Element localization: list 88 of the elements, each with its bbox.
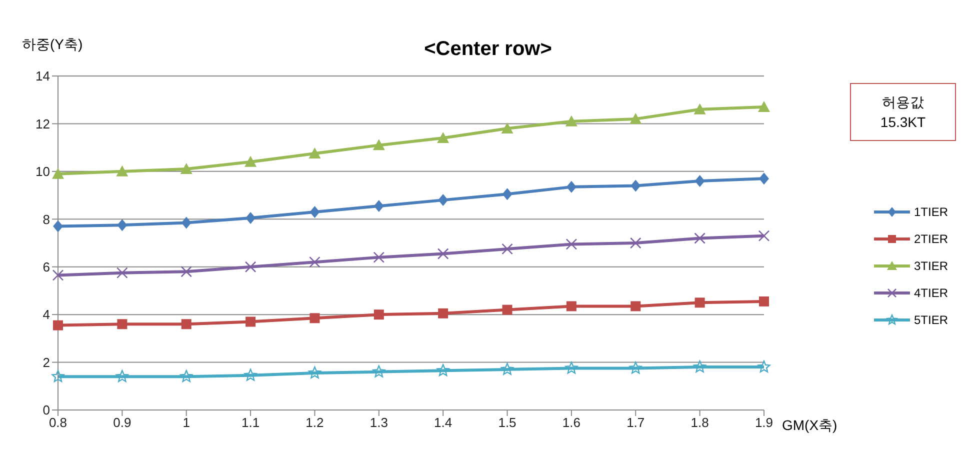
legend-label: 3TIER (914, 258, 948, 272)
point (502, 188, 512, 200)
point (181, 319, 192, 330)
point (436, 364, 450, 376)
y-tick-label: 8 (42, 212, 50, 227)
point (566, 238, 578, 250)
point (565, 362, 578, 374)
point (246, 212, 256, 224)
chart-title: <Center row> (424, 38, 552, 60)
point (180, 370, 193, 382)
x-tick-label: 1.2 (306, 415, 324, 430)
point (630, 180, 641, 192)
y-tick-label: 6 (42, 259, 50, 274)
point (52, 370, 64, 382)
point (181, 216, 192, 229)
point (694, 360, 706, 373)
x-tick-label: 1.4 (434, 415, 452, 430)
point (758, 230, 770, 242)
point (629, 362, 642, 374)
point (758, 296, 769, 306)
point (310, 206, 320, 218)
y-tick-label: 0 (42, 402, 50, 418)
point (694, 298, 705, 308)
point (244, 156, 257, 167)
x-tick-label: 1.8 (690, 415, 709, 430)
point (694, 103, 706, 114)
y-tick-label: 10 (36, 164, 50, 180)
point (438, 308, 448, 318)
point (180, 163, 192, 174)
y-tick-label: 2 (42, 354, 50, 370)
x-tick-label: 0.8 (48, 415, 68, 430)
point (566, 301, 576, 312)
point (116, 267, 128, 278)
point (53, 320, 63, 330)
point (116, 370, 128, 382)
point (53, 220, 63, 232)
legend-label: 4TIER (914, 286, 948, 300)
point (117, 319, 128, 330)
point (694, 174, 705, 187)
x-tick-label: 1.9 (754, 415, 774, 430)
point (502, 243, 513, 255)
x-tick-label: 1 (182, 415, 190, 430)
point (694, 232, 706, 244)
point (372, 139, 385, 150)
point (246, 316, 256, 327)
point (372, 365, 386, 378)
y-axis-title: 하중(Y축) (22, 36, 83, 54)
point (52, 270, 64, 281)
point (501, 122, 514, 134)
point (437, 132, 450, 144)
x-tick-label: 1.3 (370, 415, 388, 430)
point (758, 101, 770, 112)
point (309, 256, 320, 268)
point (244, 368, 257, 381)
text: 허용값 15.3KT (850, 83, 956, 141)
x-axis-title: GM(X축) (782, 417, 838, 435)
point (438, 194, 448, 206)
point (630, 301, 641, 312)
point (180, 266, 192, 278)
point (310, 313, 320, 324)
point (437, 248, 449, 260)
point (373, 252, 385, 263)
point (630, 237, 642, 249)
point (308, 366, 322, 378)
point (374, 310, 384, 320)
x-tick-label: 0.9 (113, 415, 132, 430)
point (565, 115, 578, 126)
point (374, 200, 384, 212)
point (244, 261, 256, 273)
x-tick-label: 1.1 (242, 415, 260, 430)
x-tick-label: 1.6 (562, 415, 580, 430)
point (500, 362, 514, 375)
legend-label: 2TIER (914, 232, 948, 246)
point (758, 360, 770, 373)
y-tick-label: 4 (42, 307, 50, 322)
point (308, 148, 321, 159)
x-tick-label: 1.7 (626, 415, 645, 430)
point (116, 165, 128, 176)
point (566, 180, 576, 193)
x-tick-label: 1.5 (498, 415, 516, 430)
point (630, 112, 642, 124)
point (502, 304, 512, 315)
point (117, 219, 128, 232)
y-tick-label: 12 (36, 116, 50, 132)
point (758, 172, 769, 185)
legend-label: 1TIER (914, 204, 948, 218)
y-tick-label: 14 (36, 68, 50, 84)
legend-label: 5TIER (914, 312, 948, 326)
